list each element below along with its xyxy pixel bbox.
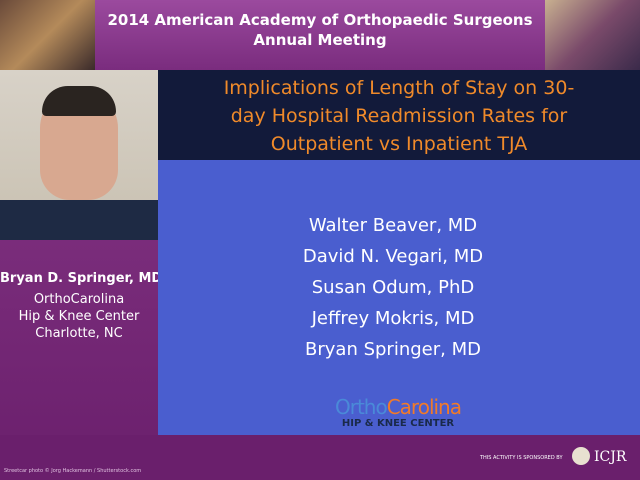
speaker-video <box>0 70 158 240</box>
header-title-line: Annual Meeting <box>253 31 387 49</box>
header-photo-left <box>0 0 95 70</box>
author: Walter Beaver, MD <box>308 215 478 236</box>
author: Bryan Springer, MD <box>305 339 481 360</box>
logo-part: Carolina <box>386 395 462 419</box>
logo: OrthoCarolina HIP & KNEE CENTER <box>330 396 466 429</box>
photo-credit: Streetcar photo © Jorg Hackemann / Shutt… <box>4 468 142 474</box>
speaker-affiliation: Hip & Knee Center <box>18 309 140 324</box>
header-title-line: 2014 American Academy of Orthopaedic Sur… <box>107 11 533 29</box>
footer: Streetcar photo © Jorg Hackemann / Shutt… <box>0 435 640 480</box>
header-title: 2014 American Academy of Orthopaedic Sur… <box>95 10 545 50</box>
slide-title-line: day Hospital Readmission Rates for <box>230 105 568 127</box>
slide-title: Implications of Length of Stay on 30- da… <box>158 70 640 160</box>
speaker-name: Bryan D. Springer, MD <box>0 271 163 286</box>
sponsor-name: ICJR <box>594 449 627 465</box>
author: David N. Vegari, MD <box>302 246 484 267</box>
sponsor-label: THIS ACTIVITY IS SPONSORED BY <box>480 455 563 461</box>
header-banner <box>0 0 640 70</box>
slide-title-line: Outpatient vs Inpatient TJA <box>270 133 528 155</box>
sponsor-emblem <box>572 447 590 465</box>
author-list: Walter Beaver, MD David N. Vegari, MD Su… <box>218 210 568 365</box>
speaker-affiliation: Charlotte, NC <box>35 326 123 341</box>
logo-subtitle: HIP & KNEE CENTER <box>341 418 455 429</box>
speaker-info: Bryan D. Springer, MD OrthoCarolina Hip … <box>0 270 163 342</box>
slide-title-line: Implications of Length of Stay on 30- <box>223 77 575 99</box>
speaker-suit <box>0 200 158 240</box>
header-photo-right <box>545 0 640 70</box>
speaker-hair <box>42 86 116 116</box>
author: Susan Odum, PhD <box>311 277 475 298</box>
author: Jeffrey Mokris, MD <box>311 308 475 329</box>
speaker-affiliation: OrthoCarolina <box>33 292 125 307</box>
slide: Implications of Length of Stay on 30- da… <box>158 70 640 435</box>
logo-part: Ortho <box>334 395 388 419</box>
